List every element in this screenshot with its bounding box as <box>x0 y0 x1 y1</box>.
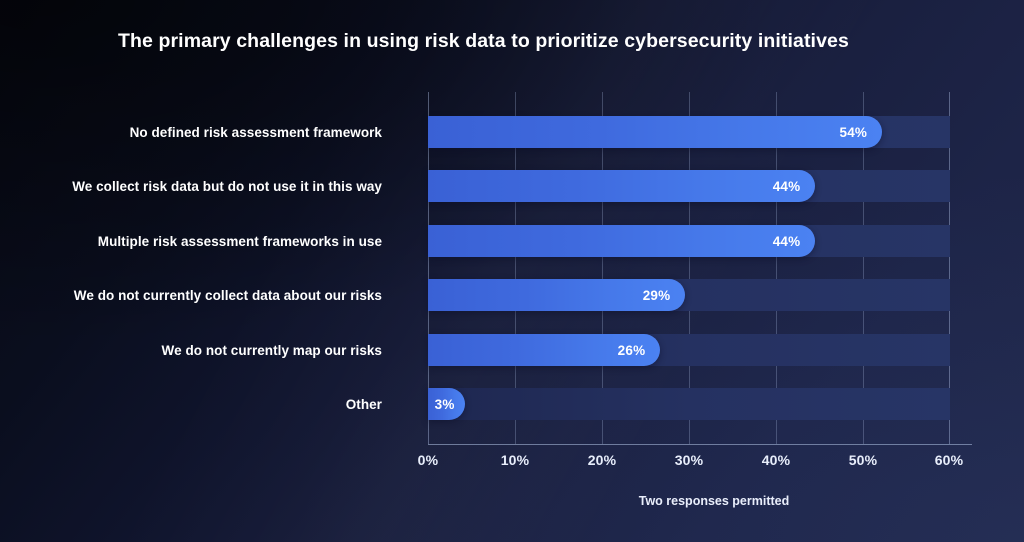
bar-row-1: 44% <box>428 170 950 202</box>
bar-row-0: 54% <box>428 116 950 148</box>
bar-3[interactable]: 29% <box>428 279 686 311</box>
gridline-0 <box>428 92 429 444</box>
x-tick-label-2: 20% <box>587 452 617 468</box>
bar-4[interactable]: 26% <box>428 334 661 366</box>
bar-value-label-4: 26% <box>617 342 646 358</box>
gridline-10 <box>515 92 516 444</box>
bar-row-3: 29% <box>428 279 950 311</box>
footer-note: Two responses permitted <box>638 494 790 508</box>
bar-5[interactable]: 3% <box>428 388 465 420</box>
bar-row-4: 26% <box>428 334 950 366</box>
y-axis-label-3: We do not currently collect data about o… <box>73 287 382 303</box>
bar-value-label-5: 3% <box>434 396 455 412</box>
chart-title: The primary challenges in using risk dat… <box>118 30 849 52</box>
y-axis-label-2: Multiple risk assessment frameworks in u… <box>97 233 382 249</box>
bar-2[interactable]: 44% <box>428 225 816 257</box>
bar-value-label-1: 44% <box>772 178 801 194</box>
x-axis-line <box>428 444 972 445</box>
y-axis-label-4: We do not currently map our risks <box>161 342 382 358</box>
bar-track-5 <box>428 388 950 420</box>
gridline-30 <box>689 92 690 444</box>
bar-value-label-0: 54% <box>839 124 868 140</box>
bar-0[interactable]: 54% <box>428 116 883 148</box>
gridline-20 <box>602 92 603 444</box>
x-tick-label-5: 50% <box>848 452 878 468</box>
bar-row-2: 44% <box>428 225 950 257</box>
plot-area: 54% 44% 44% 29% 26% 3% <box>428 92 950 444</box>
y-axis-labels: No defined risk assessment framework We … <box>0 92 404 444</box>
x-tick-label-1: 10% <box>500 452 530 468</box>
x-tick-label-0: 0% <box>417 452 439 468</box>
gridline-40 <box>776 92 777 444</box>
bar-value-label-3: 29% <box>642 287 671 303</box>
y-axis-label-5: Other <box>345 396 382 412</box>
bar-1[interactable]: 44% <box>428 170 816 202</box>
y-axis-label-1: We collect risk data but do not use it i… <box>72 178 382 194</box>
x-tick-label-4: 40% <box>761 452 791 468</box>
gridline-60 <box>949 92 950 444</box>
footer-note-wrap: Two responses permitted <box>428 492 1000 510</box>
bar-row-5: 3% <box>428 388 950 420</box>
gridline-50 <box>863 92 864 444</box>
bar-value-label-2: 44% <box>772 233 801 249</box>
y-axis-label-0: No defined risk assessment framework <box>129 124 382 140</box>
x-tick-label-3: 30% <box>674 452 704 468</box>
x-tick-label-6: 60% <box>934 452 964 468</box>
